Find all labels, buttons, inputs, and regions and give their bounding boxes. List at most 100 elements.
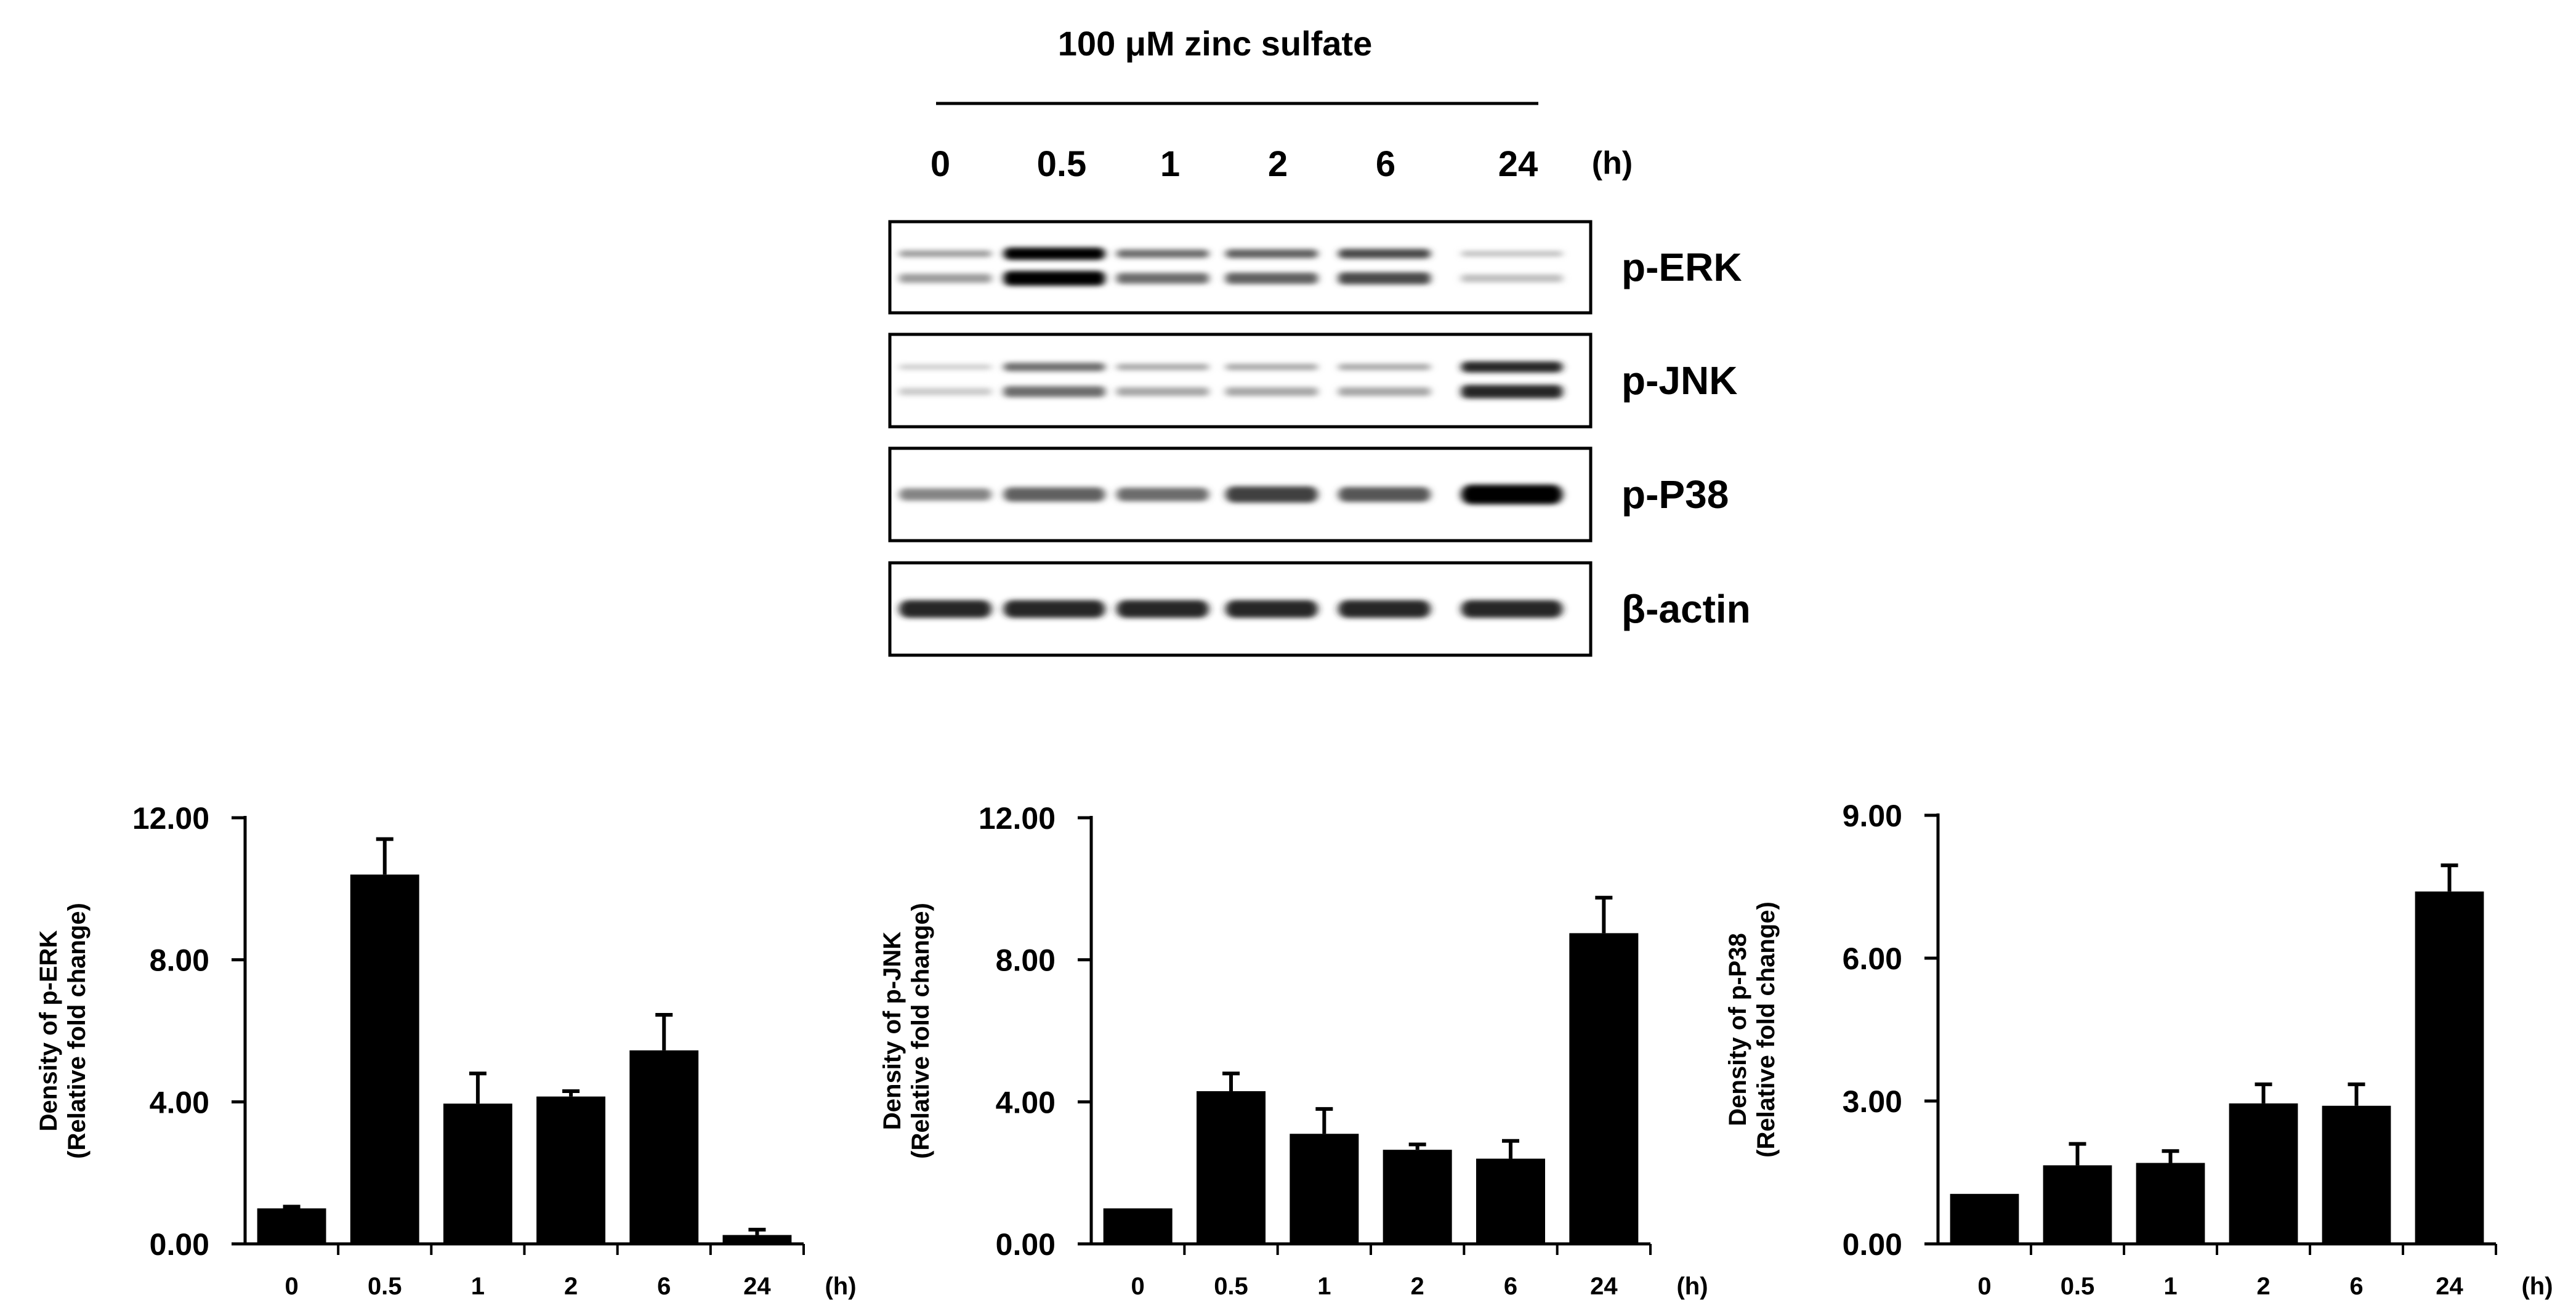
bar	[2043, 1165, 2112, 1244]
lane-unit: (h)	[1592, 145, 1633, 181]
blot-panel-label: β-actin	[1621, 587, 1751, 631]
bar-chart: 0 0.5 1 2 6 24 0.00 4.00 8.00 12.00 (h) Density of …	[879, 801, 1708, 1300]
y-tick-label: 12.00	[979, 801, 1056, 836]
y-tick-label: 4.00	[150, 1085, 209, 1119]
bar	[1103, 1208, 1173, 1244]
blot-frame	[888, 220, 1593, 315]
x-tick-label: 6	[657, 1273, 671, 1300]
bar	[1950, 1193, 2019, 1244]
blot-band	[1225, 486, 1318, 503]
y-tick-label: 0.00	[996, 1227, 1056, 1262]
blot-band	[1116, 600, 1209, 618]
blot-band	[899, 250, 991, 257]
blot-band	[899, 387, 991, 396]
bar	[1476, 1158, 1545, 1244]
lane-label: 6	[1376, 144, 1395, 184]
blot-band	[1225, 600, 1318, 618]
blot-panel: p-ERK	[888, 220, 1742, 315]
blot-band	[1338, 249, 1431, 259]
y-tick-label: 4.00	[996, 1085, 1056, 1119]
bar	[1197, 1091, 1266, 1244]
x-tick-label: 24	[1590, 1273, 1618, 1300]
blot-band	[899, 364, 991, 370]
x-tick-label: 0	[1977, 1273, 1991, 1300]
blot-band	[1225, 249, 1318, 259]
blot-band	[1003, 248, 1105, 260]
y-tick-label: 8.00	[150, 943, 209, 978]
blot-band	[899, 488, 991, 501]
x-tick-label: 0.5	[2061, 1273, 2095, 1300]
bar-charts: 0 0.5 1 2 6 24 0.00 4.00 8.00 12.00 (h) Density of …	[35, 799, 2553, 1300]
y-axis-label: Density of p-P38	[1724, 933, 1751, 1126]
blot-band	[1003, 363, 1105, 371]
x-tick-label: 6	[1504, 1273, 1517, 1300]
y-axis-label-unit: (Relative fold change)	[1753, 902, 1780, 1158]
blot-band	[1461, 385, 1563, 398]
blot-band	[1225, 363, 1318, 371]
blot-band	[1003, 487, 1105, 502]
x-unit-label: (h)	[2521, 1273, 2553, 1300]
bar	[2322, 1105, 2391, 1244]
bar	[1383, 1150, 1452, 1244]
blot-band	[1338, 600, 1431, 618]
blot-band	[1338, 272, 1431, 284]
treatment-label: 100 μM zinc sulfate	[1058, 24, 1372, 63]
bar	[629, 1050, 699, 1244]
blot-band	[1116, 487, 1209, 502]
x-unit-label: (h)	[825, 1273, 856, 1300]
blot-panel-label: p-ERK	[1621, 245, 1742, 289]
y-tick-label: 8.00	[996, 943, 1056, 978]
blot-panel-label: p-P38	[1621, 472, 1729, 517]
x-tick-label: 1	[1317, 1273, 1331, 1300]
x-tick-label: 24	[2436, 1273, 2463, 1300]
blot-panel-label: p-JNK	[1621, 358, 1737, 403]
lane-label: 0.5	[1037, 144, 1087, 184]
blot-band	[1338, 486, 1431, 502]
y-axis-label: Density of p-ERK	[35, 930, 62, 1132]
x-tick-label: 1	[2163, 1273, 2177, 1300]
blot-band	[1461, 485, 1563, 504]
blot-band	[1461, 251, 1563, 257]
y-tick-label: 0.00	[150, 1227, 209, 1262]
bar	[1569, 933, 1639, 1244]
y-axis-label: Density of p-JNK	[879, 932, 906, 1130]
y-axis-label-unit: (Relative fold change)	[907, 903, 934, 1159]
bar	[2229, 1103, 2298, 1244]
blot-band	[1461, 361, 1563, 373]
y-tick-label: 3.00	[1843, 1084, 1902, 1119]
y-tick-label: 0.00	[1843, 1227, 1902, 1262]
bar	[722, 1235, 792, 1244]
x-tick-label: 0	[285, 1273, 298, 1300]
blot-band	[1116, 363, 1209, 371]
x-tick-label: 1	[471, 1273, 485, 1300]
x-tick-label: 2	[564, 1273, 578, 1300]
x-unit-label: (h)	[1676, 1273, 1708, 1300]
bar	[257, 1208, 326, 1244]
blot-band	[1003, 600, 1105, 618]
blot-band	[1003, 271, 1105, 286]
blot-band	[1116, 273, 1209, 284]
bar	[2415, 891, 2484, 1244]
y-axis-label-unit: (Relative fold change)	[63, 903, 91, 1159]
lane-labels: 0 0.5 1 2 6 24	[931, 144, 1538, 184]
blot-band	[1003, 386, 1105, 397]
blot-band	[1461, 600, 1563, 618]
blot-panel: p-P38	[888, 446, 1729, 543]
x-tick-label: 0.5	[368, 1273, 402, 1300]
blot-band	[899, 273, 991, 283]
lane-label: 2	[1268, 144, 1288, 184]
bar	[2136, 1163, 2205, 1244]
x-tick-label: 2	[1411, 1273, 1424, 1300]
bar	[350, 874, 419, 1244]
blot-frame	[888, 333, 1593, 429]
x-tick-label: 0	[1131, 1273, 1145, 1300]
bar-chart: 0 0.5 1 2 6 24 0.00 3.00 6.00 9.00 (h) Density of p…	[1724, 799, 2553, 1300]
x-tick-label: 2	[2256, 1273, 2270, 1300]
y-tick-label: 6.00	[1843, 942, 1902, 976]
lane-label: 1	[1160, 144, 1180, 184]
blot-panels: p-ERK p-JNK p-P38 β-actin	[888, 220, 1751, 657]
bar-chart: 0 0.5 1 2 6 24 0.00 4.00 8.00 12.00 (h) Density of …	[35, 801, 857, 1300]
blot-band	[1116, 387, 1209, 397]
x-tick-label: 24	[743, 1273, 771, 1300]
